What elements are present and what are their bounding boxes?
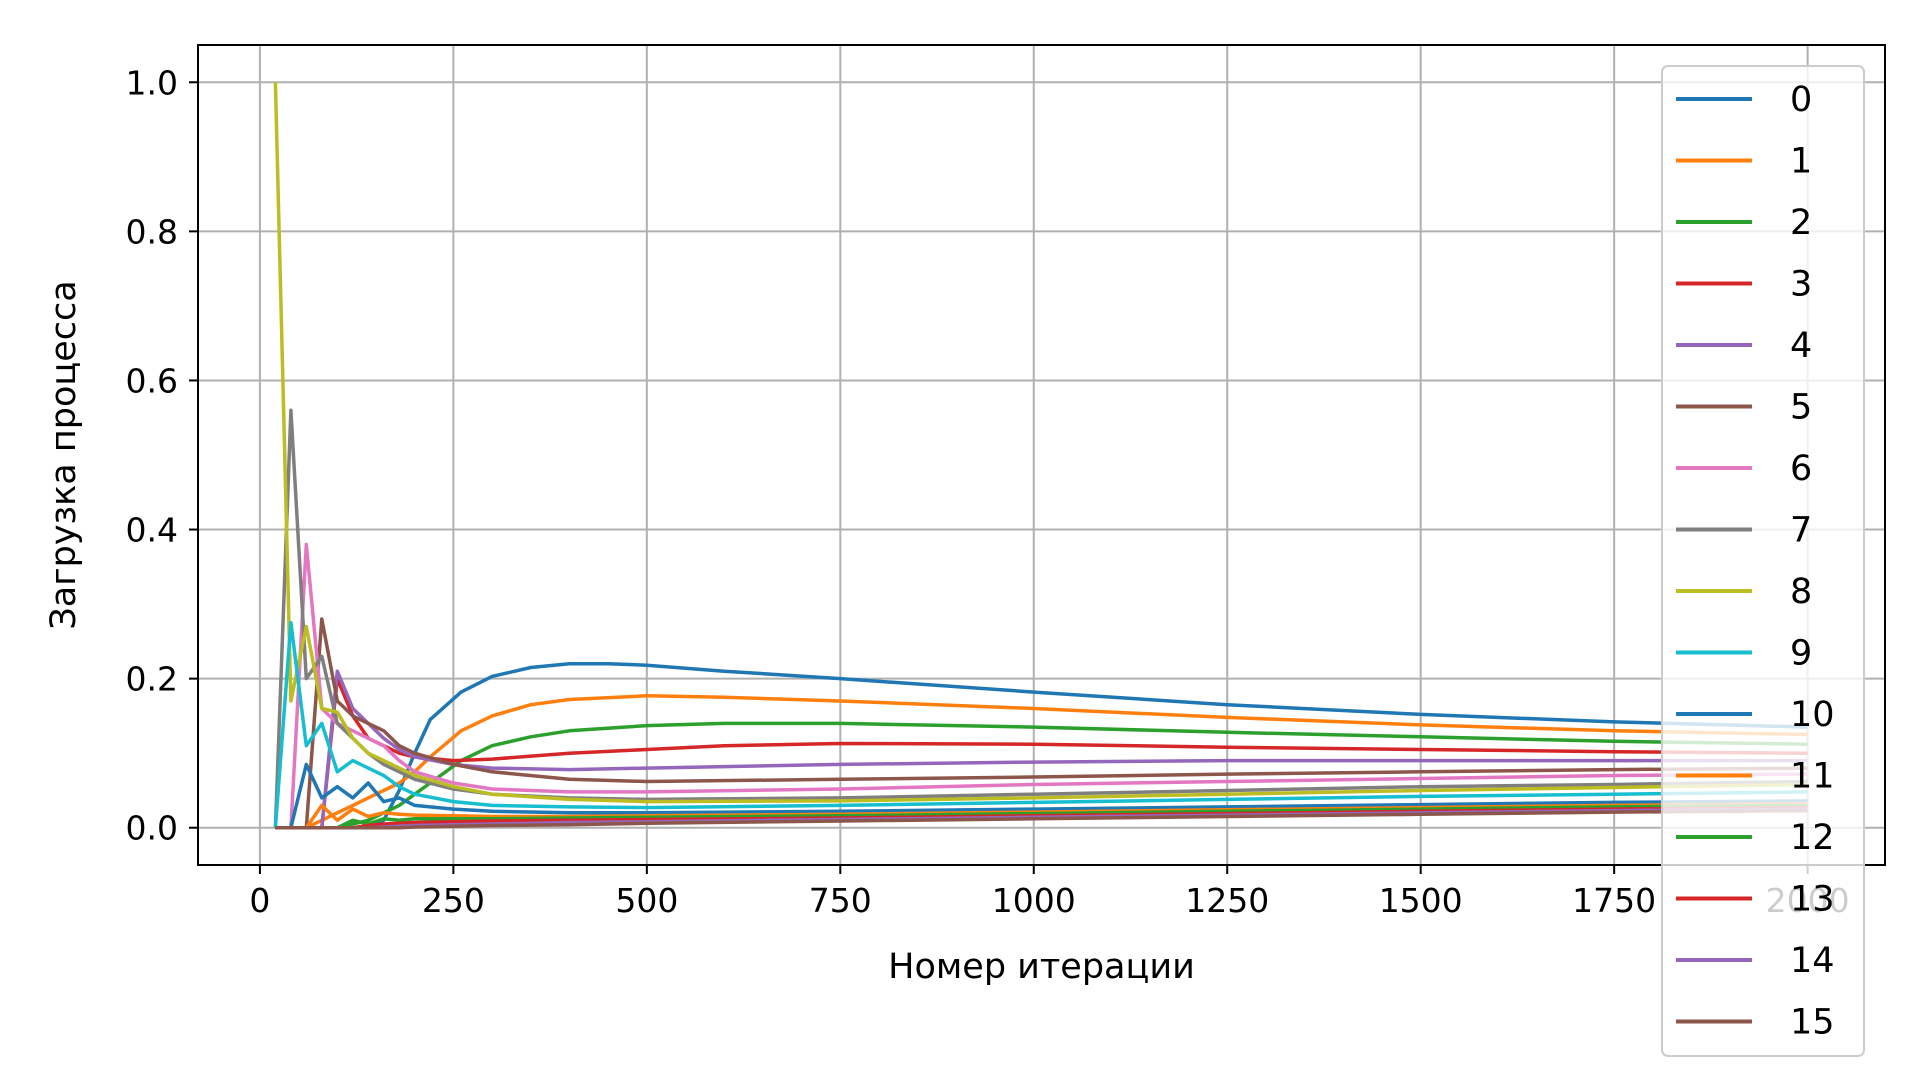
series-line-10 [275, 762, 1808, 830]
legend-label-9: 9 [1790, 634, 1812, 674]
legend-label-11: 11 [1790, 757, 1835, 797]
series-line-7 [273, 408, 1808, 828]
y-tick-label: 0.6 [126, 361, 178, 400]
legend-label-12: 12 [1790, 818, 1835, 858]
legend-label-5: 5 [1790, 388, 1812, 428]
legend-label-0: 0 [1790, 80, 1812, 120]
series-line-9 [273, 620, 1808, 828]
y-tick-label: 0.4 [126, 511, 178, 550]
legend-label-6: 6 [1790, 449, 1812, 489]
legend-label-15: 15 [1790, 1003, 1835, 1043]
series-line-8 [273, 82, 1808, 804]
legend-label-3: 3 [1790, 265, 1812, 305]
y-axis: 0.0 0.2 0.4 0.6 0.8 1.0 [126, 63, 198, 848]
legend-label-4: 4 [1790, 326, 1812, 366]
legend-label-14: 14 [1790, 941, 1835, 981]
y-tick-label: 0.8 [126, 212, 178, 251]
legend-box [1661, 65, 1865, 1057]
legend-label-2: 2 [1790, 203, 1812, 243]
x-tick-label: 1250 [1185, 881, 1269, 920]
legend-label-7: 7 [1790, 511, 1812, 551]
y-axis-label: Загрузка процесса [44, 280, 84, 629]
plot-frame [197, 44, 1886, 866]
series-line-4 [275, 669, 1808, 830]
x-tick-label: 250 [422, 881, 485, 920]
x-tick-label: 1000 [992, 881, 1076, 920]
x-tick-label: 500 [615, 881, 678, 920]
x-axis-label: Номер итерации [888, 947, 1195, 987]
y-tick-label: 1.0 [126, 63, 178, 102]
series-line-6 [275, 542, 1808, 830]
y-tick-label: 0.2 [126, 660, 178, 699]
series-layer [273, 82, 1808, 830]
legend-label-8: 8 [1790, 572, 1812, 612]
x-tick-label: 1500 [1379, 881, 1463, 920]
legend-label-13: 13 [1790, 880, 1835, 920]
x-tick-label: 750 [809, 881, 872, 920]
legend-label-10: 10 [1790, 695, 1835, 735]
legend-label-1: 1 [1790, 142, 1812, 182]
y-tick-label: 0.0 [126, 809, 178, 848]
x-tick-label: 0 [249, 881, 270, 920]
x-tick-label: 1750 [1572, 881, 1656, 920]
series-line-15 [275, 808, 1808, 830]
series-line-5 [275, 617, 1808, 830]
